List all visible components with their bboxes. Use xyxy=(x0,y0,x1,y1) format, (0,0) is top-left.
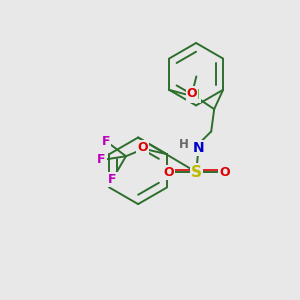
Text: S: S xyxy=(191,165,202,180)
Text: F: F xyxy=(108,173,117,186)
Text: N: N xyxy=(193,141,204,155)
Text: Cl: Cl xyxy=(187,89,200,102)
Text: O: O xyxy=(187,87,197,100)
Text: F: F xyxy=(101,136,110,148)
Text: O: O xyxy=(219,166,230,178)
Text: O: O xyxy=(163,166,174,178)
Text: O: O xyxy=(137,141,148,154)
Text: F: F xyxy=(97,153,106,166)
Text: H: H xyxy=(178,138,188,151)
